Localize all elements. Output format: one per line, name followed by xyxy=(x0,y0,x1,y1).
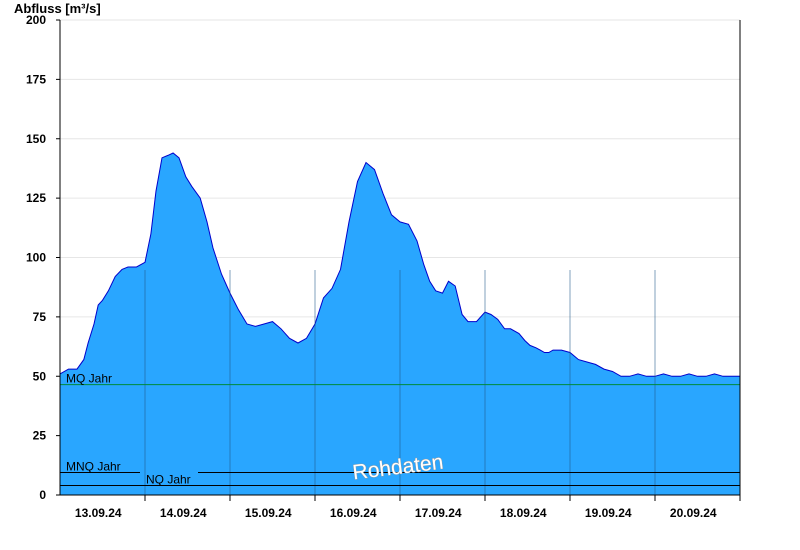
y-tick-label: 150 xyxy=(26,132,46,146)
x-tick-label: 20.09.24 xyxy=(670,506,717,520)
x-tick-label: 13.09.24 xyxy=(75,506,122,520)
x-tick-label: 15.09.24 xyxy=(245,506,292,520)
y-tick-label: 175 xyxy=(26,72,46,86)
x-tick-label: 19.09.24 xyxy=(585,506,632,520)
y-tick-label: 50 xyxy=(33,369,47,383)
y-tick-label: 125 xyxy=(26,191,46,205)
y-tick-label: 200 xyxy=(26,13,46,27)
x-tick-label: 14.09.24 xyxy=(160,506,207,520)
y-tick-label: 75 xyxy=(33,310,47,324)
x-tick-label: 16.09.24 xyxy=(330,506,377,520)
y-tick-label: 100 xyxy=(26,251,46,265)
y-axis-label: Abfluss [m³/s] xyxy=(14,1,101,16)
discharge-line xyxy=(59,152,740,377)
nq-label: NQ Jahr xyxy=(146,473,191,487)
mnq-label: MNQ Jahr xyxy=(66,459,121,473)
mq-label: MQ Jahr xyxy=(66,372,112,386)
y-tick-label: 25 xyxy=(33,429,47,443)
x-tick-label: 17.09.24 xyxy=(415,506,462,520)
y-tick-label: 0 xyxy=(39,488,46,502)
x-tick-label: 18.09.24 xyxy=(500,506,547,520)
